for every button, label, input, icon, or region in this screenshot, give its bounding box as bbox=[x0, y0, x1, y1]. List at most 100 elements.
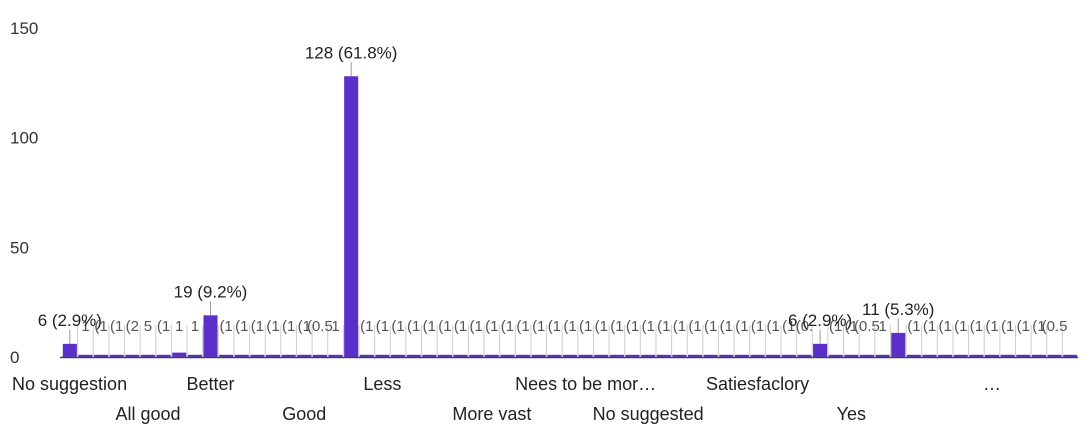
minor-data-label: (1 bbox=[251, 318, 264, 335]
bar bbox=[344, 76, 359, 358]
bar bbox=[187, 354, 202, 357]
x-axis-label: No suggested bbox=[593, 404, 704, 424]
minor-data-label: (1 bbox=[110, 318, 123, 335]
x-axis-label: Nees to be mor… bbox=[515, 374, 656, 394]
bar bbox=[500, 354, 515, 357]
bar bbox=[922, 354, 937, 357]
x-axis-label: … bbox=[983, 374, 1001, 394]
minor-data-label: 1 bbox=[191, 318, 199, 335]
minor-data-label: (1 bbox=[595, 318, 608, 335]
minor-data-label: (1 bbox=[360, 318, 373, 335]
bar bbox=[1000, 354, 1015, 357]
bar bbox=[203, 315, 218, 357]
bar bbox=[359, 354, 374, 357]
bar bbox=[859, 354, 875, 357]
minor-data-label: (1 bbox=[282, 318, 295, 335]
bar bbox=[78, 354, 93, 357]
y-tick-label: 150 bbox=[10, 19, 38, 38]
bar bbox=[453, 354, 468, 357]
bar bbox=[484, 354, 499, 357]
minor-data-label: (1 bbox=[438, 318, 451, 335]
bar bbox=[531, 354, 546, 357]
minor-data-label: (1 bbox=[485, 318, 498, 335]
bar bbox=[688, 354, 703, 357]
bar bbox=[422, 354, 437, 357]
bar bbox=[297, 354, 312, 357]
data-label: 6 (2.9%) bbox=[38, 311, 102, 330]
bar bbox=[656, 354, 671, 357]
minor-data-label: (1 bbox=[407, 318, 420, 335]
bar bbox=[719, 354, 734, 357]
bar bbox=[953, 354, 968, 357]
minor-data-label: (2 bbox=[126, 318, 139, 335]
minor-data-label: (0.5 bbox=[307, 318, 333, 335]
minor-data-label: (1 bbox=[641, 318, 654, 335]
y-tick-label: 0 bbox=[10, 348, 19, 367]
minor-data-label: (1 bbox=[704, 318, 717, 335]
bar bbox=[828, 354, 843, 357]
bar bbox=[906, 354, 921, 357]
bar bbox=[625, 354, 640, 357]
data-labels: 6 (2.9%)19 (9.2%)128 (61.8%)6 (2.9%)11 (… bbox=[38, 43, 934, 344]
bar bbox=[250, 354, 265, 357]
minor-data-label: (1 bbox=[673, 318, 686, 335]
minor-data-label: (1 bbox=[157, 318, 170, 335]
minor-data-label: (1 bbox=[266, 318, 279, 335]
bar bbox=[1047, 354, 1062, 357]
y-axis-ticks: 0 50 100 150 bbox=[10, 19, 38, 367]
bar bbox=[609, 354, 624, 357]
minor-data-label: (1 bbox=[532, 318, 545, 335]
bar bbox=[1063, 354, 1078, 357]
bar bbox=[94, 354, 109, 357]
bar bbox=[969, 354, 984, 357]
x-axis-label: Good bbox=[282, 404, 326, 424]
bar bbox=[437, 354, 452, 357]
bar bbox=[391, 354, 406, 357]
minor-data-label: (1 bbox=[1032, 318, 1045, 335]
minor-data-label: (1 bbox=[782, 318, 795, 335]
minor-data-label: (1 bbox=[1017, 318, 1030, 335]
bar bbox=[375, 354, 390, 357]
data-label: 128 (61.8%) bbox=[305, 43, 398, 62]
minor-data-label: (1 bbox=[657, 318, 670, 335]
bar bbox=[844, 354, 859, 357]
bar bbox=[281, 354, 296, 357]
minor-data-label: (1 bbox=[235, 318, 248, 335]
minor-data-label: (1 bbox=[219, 318, 232, 335]
data-label: 6 (2.9%) bbox=[788, 311, 852, 330]
y-tick-label: 50 bbox=[10, 238, 29, 257]
bar bbox=[156, 354, 171, 357]
minor-data-label: (1 bbox=[767, 318, 780, 335]
minor-data-labels: 1 (1 (1 (2 5 (1 1 1 (1 (1 (1 (1 (1 (1(0.51 (1 (1 (1 (1 (1(… bbox=[81, 318, 1067, 335]
minor-data-label: (1 bbox=[907, 318, 920, 335]
minor-data-label: (1 bbox=[938, 318, 951, 335]
bar bbox=[234, 354, 249, 357]
minor-data-label: (1 bbox=[516, 318, 529, 335]
minor-data-label: (1 bbox=[829, 318, 842, 335]
minor-data-label: (1 bbox=[985, 318, 998, 335]
x-axis-label: Yes bbox=[837, 404, 866, 424]
bar bbox=[547, 354, 562, 357]
minor-data-label: 1 bbox=[175, 318, 183, 335]
bar bbox=[797, 354, 812, 357]
category-separators bbox=[77, 325, 1063, 357]
minor-data-label: 1 bbox=[81, 318, 89, 335]
minor-data-label: (1 bbox=[923, 318, 936, 335]
minor-data-label: (1 bbox=[454, 318, 467, 335]
bar bbox=[265, 354, 281, 357]
data-label: 11 (5.3%) bbox=[862, 300, 934, 319]
bar bbox=[172, 352, 187, 357]
minor-data-label: (1 bbox=[579, 318, 592, 335]
x-axis-label: Better bbox=[186, 374, 234, 394]
x-axis-label: No suggestion bbox=[12, 374, 127, 394]
minor-data-label: (1 bbox=[501, 318, 514, 335]
bar bbox=[813, 343, 828, 357]
bar bbox=[219, 354, 234, 357]
minor-data-label: (0. bbox=[796, 318, 814, 335]
bar bbox=[140, 354, 156, 357]
bar bbox=[672, 354, 687, 357]
minor-data-label: (1 bbox=[970, 318, 983, 335]
bar bbox=[562, 354, 578, 357]
bar bbox=[1031, 354, 1046, 357]
